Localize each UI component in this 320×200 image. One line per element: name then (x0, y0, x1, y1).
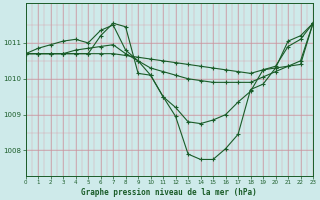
X-axis label: Graphe pression niveau de la mer (hPa): Graphe pression niveau de la mer (hPa) (82, 188, 257, 197)
